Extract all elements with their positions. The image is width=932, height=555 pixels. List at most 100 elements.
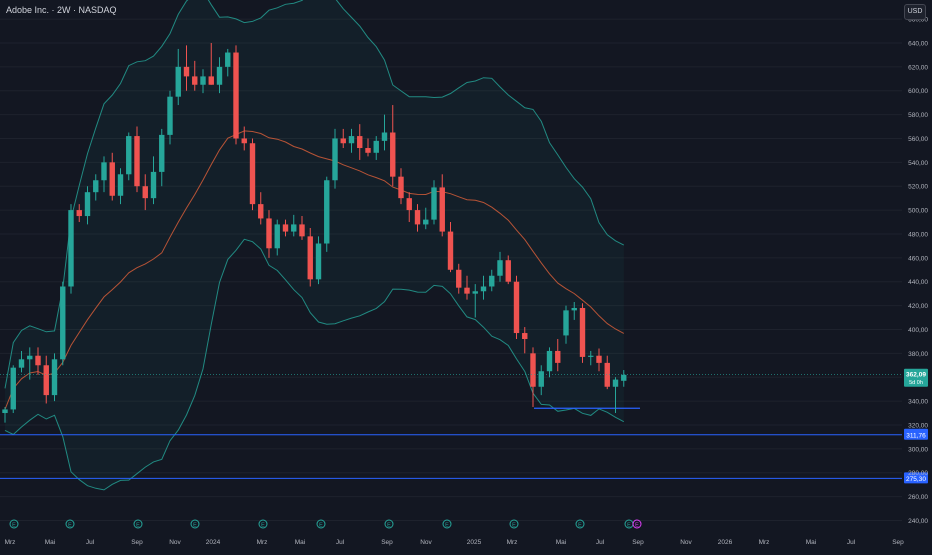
candle — [563, 305, 569, 344]
candle — [241, 126, 247, 151]
level-label: 275,30 — [906, 476, 926, 483]
earnings-marker[interactable]: E — [190, 519, 200, 529]
x-tick-label: Mai — [556, 539, 566, 546]
candle — [398, 168, 404, 205]
candle — [390, 105, 396, 187]
candle — [505, 255, 511, 285]
candle-body — [340, 138, 346, 144]
candle — [373, 136, 379, 160]
candle-body — [324, 180, 330, 244]
candle — [546, 347, 553, 378]
candle-body — [291, 224, 297, 232]
candle — [480, 275, 487, 300]
earnings-marker[interactable]: E — [624, 519, 634, 529]
earnings-marker[interactable]: E — [509, 519, 519, 529]
candle — [10, 365, 16, 414]
earnings-marker[interactable]: E — [258, 519, 268, 529]
earnings-marker[interactable]: E — [632, 519, 642, 529]
y-tick-label: 640,00 — [908, 40, 928, 47]
y-tick-label: 620,00 — [908, 64, 928, 71]
candle-body — [299, 224, 305, 237]
candle — [332, 128, 338, 189]
candle — [27, 347, 33, 380]
candle — [101, 156, 107, 193]
x-tick-label: Mrz — [759, 539, 770, 546]
candle-body — [51, 359, 58, 396]
chart-title: Adobe Inc. · 2W · NASDAQ — [6, 5, 117, 15]
earnings-marker-ring — [384, 519, 394, 529]
candle — [51, 353, 58, 402]
x-tick-label: Jul — [596, 539, 605, 546]
x-tick-label: Nov — [680, 539, 692, 546]
last-price-countdown: 5d 0h — [909, 380, 923, 386]
candle — [513, 275, 520, 340]
y-tick-label: 260,00 — [908, 494, 928, 501]
candle — [43, 355, 49, 404]
x-tick-label: Sep — [892, 539, 904, 546]
candle — [406, 192, 412, 223]
earnings-marker-text: E — [68, 523, 72, 529]
y-tick-label: 660,00 — [908, 17, 928, 24]
candle-body — [390, 132, 396, 177]
candle-body — [208, 76, 214, 85]
earnings-marker[interactable]: E — [384, 519, 394, 529]
candle — [291, 214, 297, 237]
candle — [579, 303, 586, 363]
candle-body — [266, 218, 272, 249]
candle — [266, 210, 272, 258]
earnings-marker-text: E — [627, 523, 631, 529]
candle-body — [530, 353, 536, 387]
candle — [183, 45, 190, 91]
candle — [282, 219, 289, 237]
candle — [192, 60, 198, 91]
candle-body — [249, 143, 256, 205]
candle-body — [423, 219, 429, 225]
candle — [612, 377, 619, 414]
candle-body — [579, 307, 586, 357]
candle-body — [538, 371, 544, 387]
candle-body — [431, 187, 437, 220]
candle-body — [555, 350, 561, 363]
candle-body — [373, 140, 379, 153]
earnings-marker[interactable]: E — [133, 519, 143, 529]
candle — [126, 132, 132, 181]
x-tick-label: Mrz — [507, 539, 518, 546]
earnings-marker[interactable]: E — [575, 519, 585, 529]
candle — [35, 347, 41, 375]
y-tick-label: 280,00 — [908, 470, 928, 477]
x-tick-label: Jul — [847, 539, 856, 546]
earnings-marker-ring — [632, 519, 642, 529]
y-tick-label: 520,00 — [908, 184, 928, 191]
y-tick-label: 560,00 — [908, 136, 928, 143]
level-label-bg — [904, 428, 928, 440]
earnings-marker[interactable]: E — [65, 519, 75, 529]
candle-body — [563, 310, 569, 336]
candle-body — [357, 136, 363, 149]
candle — [381, 114, 388, 151]
candle-body — [439, 187, 445, 232]
candle-body — [200, 76, 206, 85]
candle — [464, 275, 470, 300]
candle-body — [332, 138, 338, 181]
candle — [84, 186, 91, 225]
y-tick-label: 380,00 — [908, 351, 928, 358]
x-tick-label: 2025 — [467, 539, 482, 546]
candle — [489, 269, 495, 292]
earnings-marker[interactable]: E — [442, 519, 452, 529]
candle — [596, 348, 602, 372]
currency-button[interactable]: USD — [904, 4, 926, 20]
earnings-marker-text: E — [578, 523, 582, 529]
candle-body — [192, 76, 198, 85]
earnings-marker[interactable]: E — [316, 519, 326, 529]
candle-body — [604, 362, 610, 387]
candle — [142, 174, 148, 211]
candle-body — [348, 136, 355, 144]
candle — [60, 281, 66, 366]
earnings-marker[interactable]: E — [9, 519, 19, 529]
earnings-marker-text: E — [319, 523, 323, 529]
candle-body — [84, 192, 91, 217]
candle-body — [596, 355, 602, 363]
candle-body — [381, 132, 388, 141]
